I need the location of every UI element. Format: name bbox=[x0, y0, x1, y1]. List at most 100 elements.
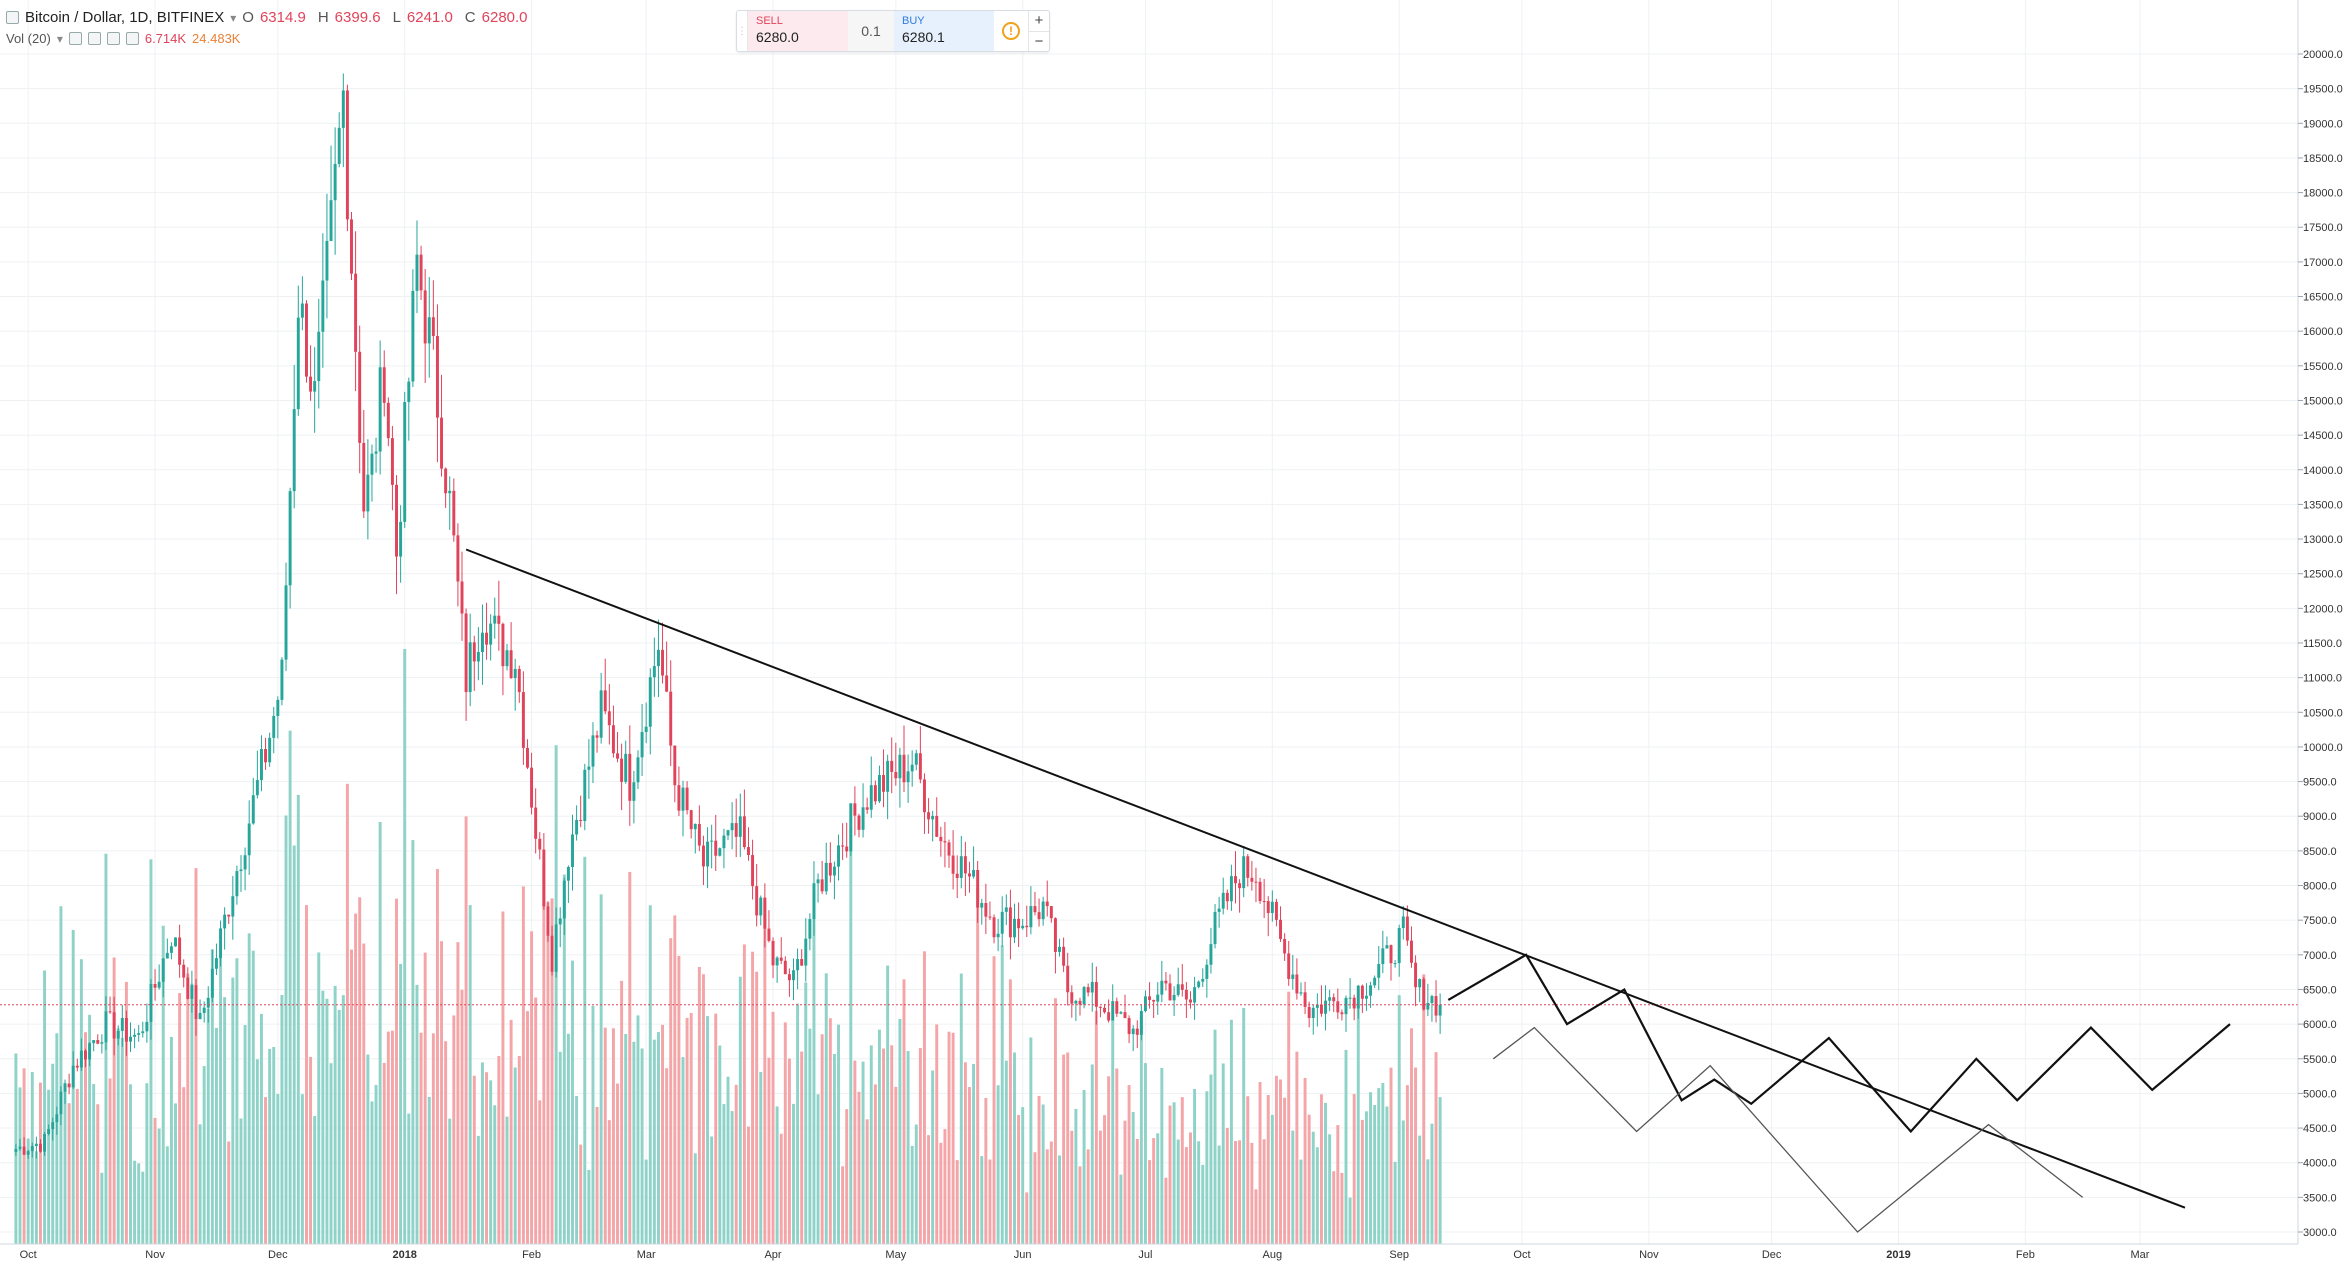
chevron-down-icon[interactable]: ▾ bbox=[230, 10, 237, 25]
candle-body bbox=[632, 782, 636, 801]
candle-body bbox=[1160, 980, 1164, 995]
info-button[interactable]: ! bbox=[994, 11, 1028, 51]
volume-bar bbox=[738, 976, 742, 1244]
volume-bar bbox=[231, 977, 235, 1244]
candle-body bbox=[513, 668, 517, 679]
candle-body bbox=[1414, 962, 1418, 988]
candle-body bbox=[235, 871, 239, 897]
volume-bar bbox=[1295, 1051, 1299, 1244]
price-tick-label: 18500.0 bbox=[2303, 153, 2343, 165]
volume-bar bbox=[1017, 1115, 1021, 1244]
volume-bar bbox=[1029, 1037, 1033, 1244]
candle-body bbox=[1119, 1012, 1123, 1014]
candle-body bbox=[562, 880, 566, 919]
candle-body bbox=[1209, 944, 1213, 965]
more-icon[interactable] bbox=[125, 32, 139, 45]
candle-body bbox=[1090, 981, 1094, 993]
volume-bar bbox=[198, 1124, 202, 1244]
volume-bar bbox=[845, 1109, 849, 1244]
candle-body bbox=[722, 835, 726, 849]
settings-icon[interactable] bbox=[87, 32, 101, 45]
candle-body bbox=[1025, 925, 1029, 928]
candle-body bbox=[980, 902, 984, 908]
candle-body bbox=[673, 745, 677, 786]
candle-body bbox=[517, 668, 521, 693]
collapse-toggle-icon[interactable] bbox=[6, 11, 19, 24]
candle-body bbox=[1254, 881, 1258, 883]
candle-body bbox=[38, 1143, 42, 1152]
candle-body bbox=[1193, 987, 1197, 1003]
volume-bar bbox=[1369, 1092, 1373, 1244]
price-tick-label: 12500.0 bbox=[2303, 569, 2343, 581]
volume-bar bbox=[1168, 1105, 1172, 1244]
volume-bar bbox=[1324, 1102, 1328, 1244]
volume-bar bbox=[366, 1054, 370, 1244]
time-tick-label: Sep bbox=[1389, 1249, 1409, 1261]
volume-bar bbox=[448, 1118, 452, 1244]
time-tick-label: Nov bbox=[1639, 1249, 1659, 1261]
candle-body bbox=[55, 1114, 59, 1123]
drag-handle-icon[interactable]: ⋮ bbox=[737, 11, 748, 51]
quantity-stepper[interactable]: + − bbox=[1028, 11, 1049, 51]
volume-bar bbox=[861, 1061, 865, 1244]
candle-body bbox=[1279, 919, 1282, 939]
volume-bar bbox=[751, 951, 755, 1244]
candle-body bbox=[812, 883, 816, 920]
time-tick-label: May bbox=[885, 1249, 906, 1261]
volume-bar bbox=[718, 1045, 722, 1244]
candle-body bbox=[108, 1011, 112, 1013]
volume-bar bbox=[22, 1068, 26, 1244]
volume-bar bbox=[194, 868, 198, 1244]
volume-bar bbox=[1152, 1138, 1156, 1244]
close-value: 6280.0 bbox=[481, 9, 528, 26]
candle-body bbox=[734, 823, 738, 837]
candle-body bbox=[501, 623, 505, 667]
volume-bar bbox=[423, 952, 427, 1244]
candle-body bbox=[370, 453, 374, 475]
minus-icon[interactable]: − bbox=[1029, 30, 1049, 52]
candle-body bbox=[824, 862, 828, 892]
candle-body bbox=[669, 691, 673, 746]
sell-button[interactable]: SELL 6280.0 bbox=[748, 11, 848, 51]
candle-body bbox=[157, 981, 161, 988]
volume-label[interactable]: Vol (20) bbox=[6, 31, 51, 46]
eye-icon[interactable] bbox=[68, 32, 82, 45]
volume-bar bbox=[1299, 1159, 1303, 1244]
candle-body bbox=[538, 838, 542, 850]
candle-body bbox=[1066, 965, 1070, 993]
volume-bar bbox=[902, 979, 906, 1244]
volume-bar bbox=[1262, 1139, 1266, 1244]
candle-body bbox=[88, 1043, 92, 1060]
candle-body bbox=[1315, 1004, 1319, 1008]
candle-body bbox=[227, 914, 231, 917]
volume-bar bbox=[1373, 1105, 1377, 1244]
candle-body bbox=[145, 1021, 149, 1032]
candle-body bbox=[1410, 940, 1413, 963]
candle-body bbox=[1037, 912, 1041, 920]
chevron-down-icon[interactable]: ▾ bbox=[56, 31, 63, 46]
close-icon[interactable] bbox=[106, 32, 120, 45]
volume-bar bbox=[1209, 1074, 1213, 1244]
price-tick-label: 6500.0 bbox=[2303, 984, 2337, 996]
plus-icon[interactable]: + bbox=[1034, 12, 1044, 30]
volume-bar bbox=[1123, 1120, 1127, 1244]
buy-price: 6280.1 bbox=[902, 29, 945, 45]
candle-body bbox=[1389, 945, 1393, 964]
volume-bar bbox=[219, 954, 223, 1244]
candle-body bbox=[906, 771, 910, 783]
buy-button[interactable]: BUY 6280.1 bbox=[894, 11, 994, 51]
volume-bar bbox=[624, 1033, 628, 1244]
candle-body bbox=[661, 649, 665, 676]
volume-bar bbox=[362, 943, 366, 1244]
candle-body bbox=[276, 699, 280, 716]
volume-bar bbox=[963, 1062, 967, 1244]
candle-body bbox=[51, 1122, 55, 1130]
symbol-title[interactable]: Bitcoin / Dollar, 1D, BITFINEX bbox=[25, 9, 225, 26]
volume-bar bbox=[1332, 1171, 1336, 1244]
candle-body bbox=[1127, 1018, 1131, 1035]
volume-bar bbox=[497, 1055, 501, 1244]
quantity-field[interactable]: 0.1 bbox=[848, 11, 894, 51]
candle-body bbox=[886, 760, 890, 792]
price-tick-label: 8500.0 bbox=[2303, 846, 2337, 858]
